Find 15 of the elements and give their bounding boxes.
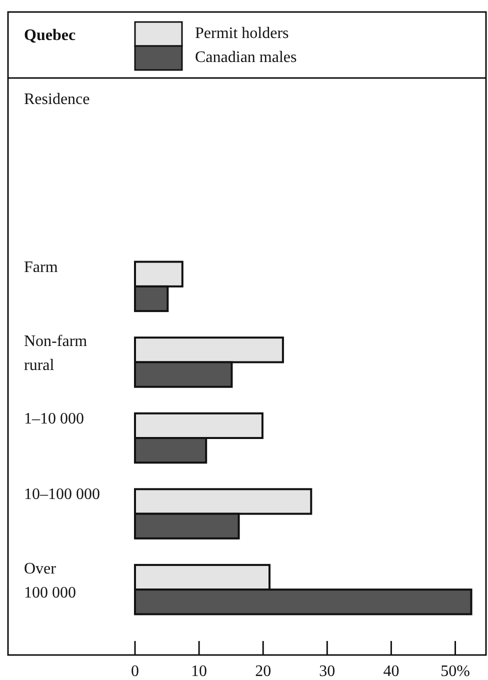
y-tick-label: Over 100 000 (24, 560, 76, 602)
text: Residence (24, 91, 90, 108)
x-tick-label: 50% (440, 663, 470, 680)
legend-label: Permit holders (195, 25, 289, 42)
x-tick-label: 40 (383, 663, 400, 680)
y-tick-label: Non-farm rural (24, 333, 88, 374)
y-tick-label: 10–100 000 (24, 486, 100, 504)
y-tick-label: Farm (24, 258, 58, 276)
x-tick-label: 30 (319, 663, 336, 680)
x-tick-label: 20 (255, 663, 272, 680)
x-tick-label: 10 (191, 663, 208, 680)
chart-title: Quebec (24, 27, 76, 44)
y-tick-label: 1–10 000 (24, 410, 84, 428)
legend-label: Canadian males (195, 49, 297, 66)
x-tick-label: 0 (131, 663, 139, 680)
